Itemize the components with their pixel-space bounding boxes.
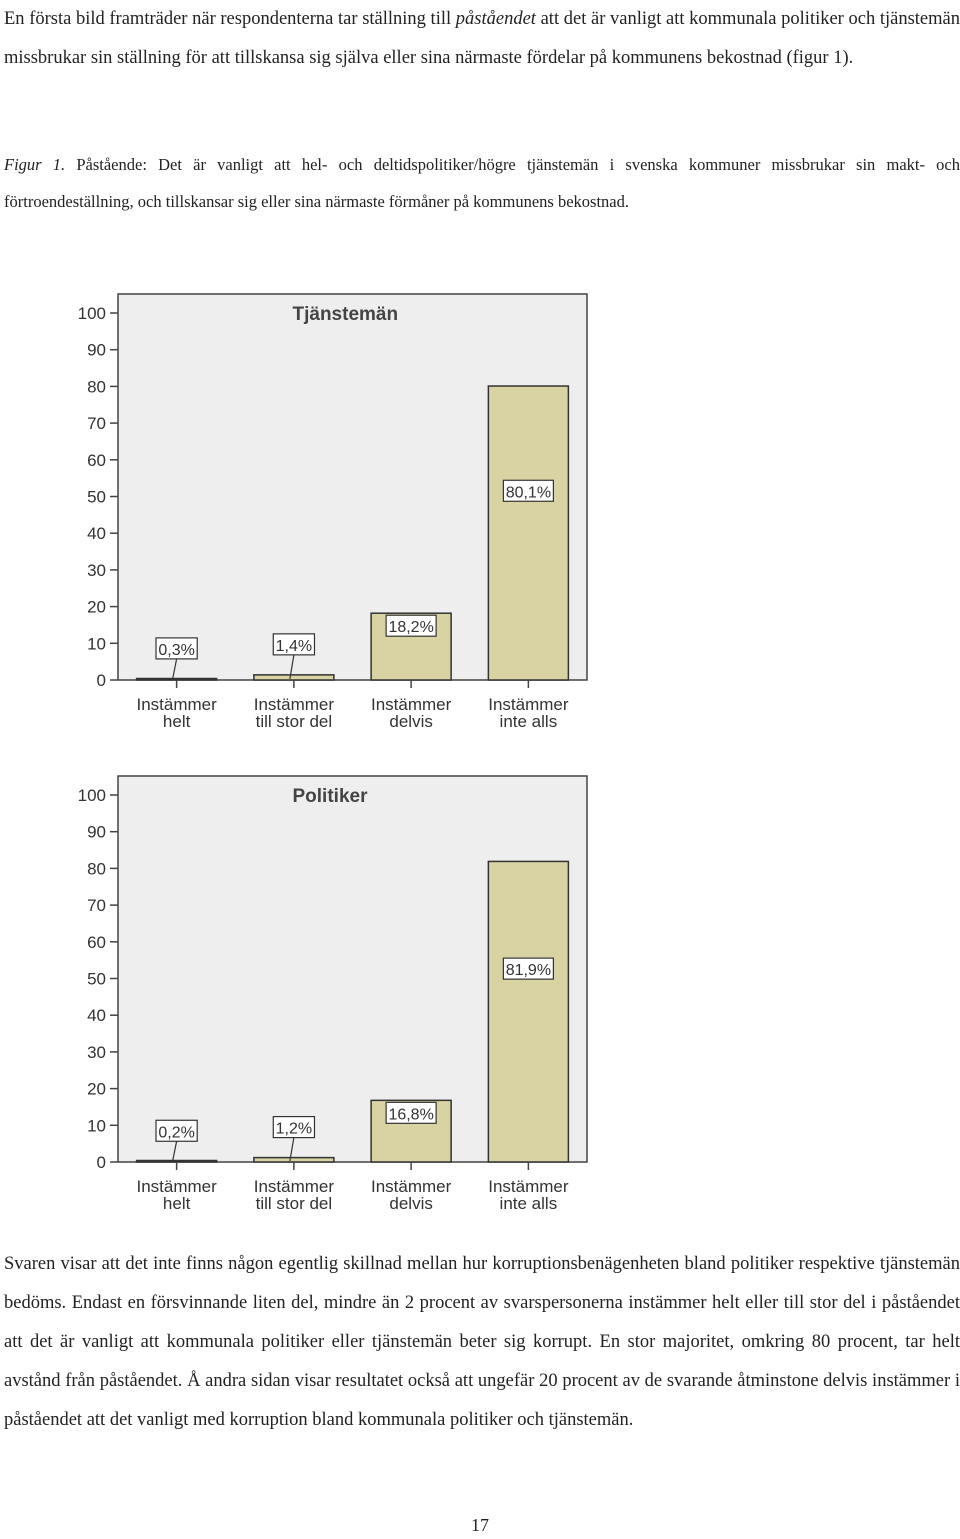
data-label-box (502, 479, 554, 502)
data-label: 80,1% (506, 484, 551, 501)
data-label: 1,4% (276, 638, 312, 655)
y-tick-label: 40 (87, 1006, 106, 1025)
intro-text-2: att det är vanligt att kommunala politik… (4, 9, 960, 68)
x-tick-label: till stor del (256, 1194, 333, 1213)
page-number: 17 (471, 1515, 489, 1535)
y-tick-label: 30 (87, 561, 106, 580)
x-tick-label: Instämmer (488, 1177, 569, 1196)
intro-emphasis: påståendet (455, 9, 536, 29)
y-tick-label: 80 (87, 377, 106, 396)
figure-label: Figur 1. (4, 155, 66, 174)
data-label-box (272, 1115, 316, 1139)
data-label: 0,3% (158, 642, 194, 659)
y-tick-label: 50 (87, 488, 106, 507)
y-tick-label: 0 (97, 1153, 106, 1172)
intro-paragraph: En första bild framträder när respondent… (4, 0, 960, 78)
x-tick-label: Instämmer (371, 1177, 452, 1196)
data-label: 0,2% (158, 1124, 194, 1141)
y-tick-label: 100 (78, 786, 106, 805)
x-tick-label: helt (163, 1194, 191, 1213)
y-tick-label: 60 (87, 933, 106, 952)
y-tick-label: 70 (87, 896, 106, 915)
data-label-box (385, 614, 437, 637)
x-tick-label: delvis (389, 1194, 432, 1213)
x-tick-label: helt (163, 712, 191, 731)
y-tick-label: 90 (87, 341, 106, 360)
chart-politiker: Politiker 0 10 20 30 40 50 60 70 80 90 100 Instämmer… (78, 775, 588, 1213)
data-label-leader (289, 1137, 295, 1162)
y-tick-label: 100 (78, 304, 106, 323)
data-label-leader (172, 658, 178, 680)
x-tick-label: delvis (389, 712, 432, 731)
y-tick-label: 50 (87, 970, 106, 989)
chart-tjansteman: Tjänstemän 0 10 20 30 40 50 60 70 80 90 100 Instämme… (78, 293, 588, 731)
bar (253, 1156, 335, 1163)
bar (253, 674, 335, 681)
y-tick-label: 0 (97, 671, 106, 690)
x-tick-label: inte alls (500, 712, 558, 731)
x-tick-label: Instämmer (254, 695, 335, 714)
data-label-box (385, 1101, 437, 1124)
intro-text-1: En första bild framträder när respondent… (4, 9, 456, 29)
data-label: 18,2% (388, 619, 433, 636)
x-tick-label: Instämmer (488, 695, 569, 714)
y-tick-label: 80 (87, 859, 106, 878)
y-tick-label: 70 (87, 414, 106, 433)
bar (487, 860, 570, 1163)
bar (135, 677, 218, 681)
data-label: 16,8% (388, 1106, 433, 1123)
x-tick-label: Instämmer (136, 1177, 217, 1196)
y-tick-label: 10 (87, 1116, 106, 1135)
x-tick-label: inte alls (500, 1194, 558, 1213)
x-tick-label: Instämmer (254, 1177, 335, 1196)
y-tick-label: 20 (87, 1080, 106, 1099)
bar (487, 385, 570, 681)
data-label-leader (289, 654, 295, 680)
y-tick-label: 20 (87, 598, 106, 617)
data-label: 1,2% (276, 1121, 312, 1138)
x-tick-label: till stor del (256, 712, 333, 731)
caption-text: Påstående: Det är vanligt att hel- och d… (4, 155, 960, 211)
bar (135, 1159, 218, 1163)
y-tick-label: 30 (87, 1043, 106, 1062)
data-label-leader (172, 1141, 178, 1162)
chart-title: Tjänstemän (293, 304, 399, 325)
chart-title: Politiker (293, 786, 369, 807)
figure-caption: Figur 1. Påstående: Det är vanligt att h… (4, 146, 960, 220)
y-tick-label: 40 (87, 524, 106, 543)
results-paragraph: Svaren visar att det inte finns någon eg… (4, 1254, 960, 1430)
y-tick-label: 10 (87, 634, 106, 653)
y-tick-label: 90 (87, 823, 106, 842)
y-tick-label: 60 (87, 451, 106, 470)
x-tick-label: Instämmer (136, 695, 217, 714)
x-tick-label: Instämmer (371, 695, 452, 714)
data-label: 81,9% (506, 962, 551, 979)
data-label-box (502, 957, 554, 980)
